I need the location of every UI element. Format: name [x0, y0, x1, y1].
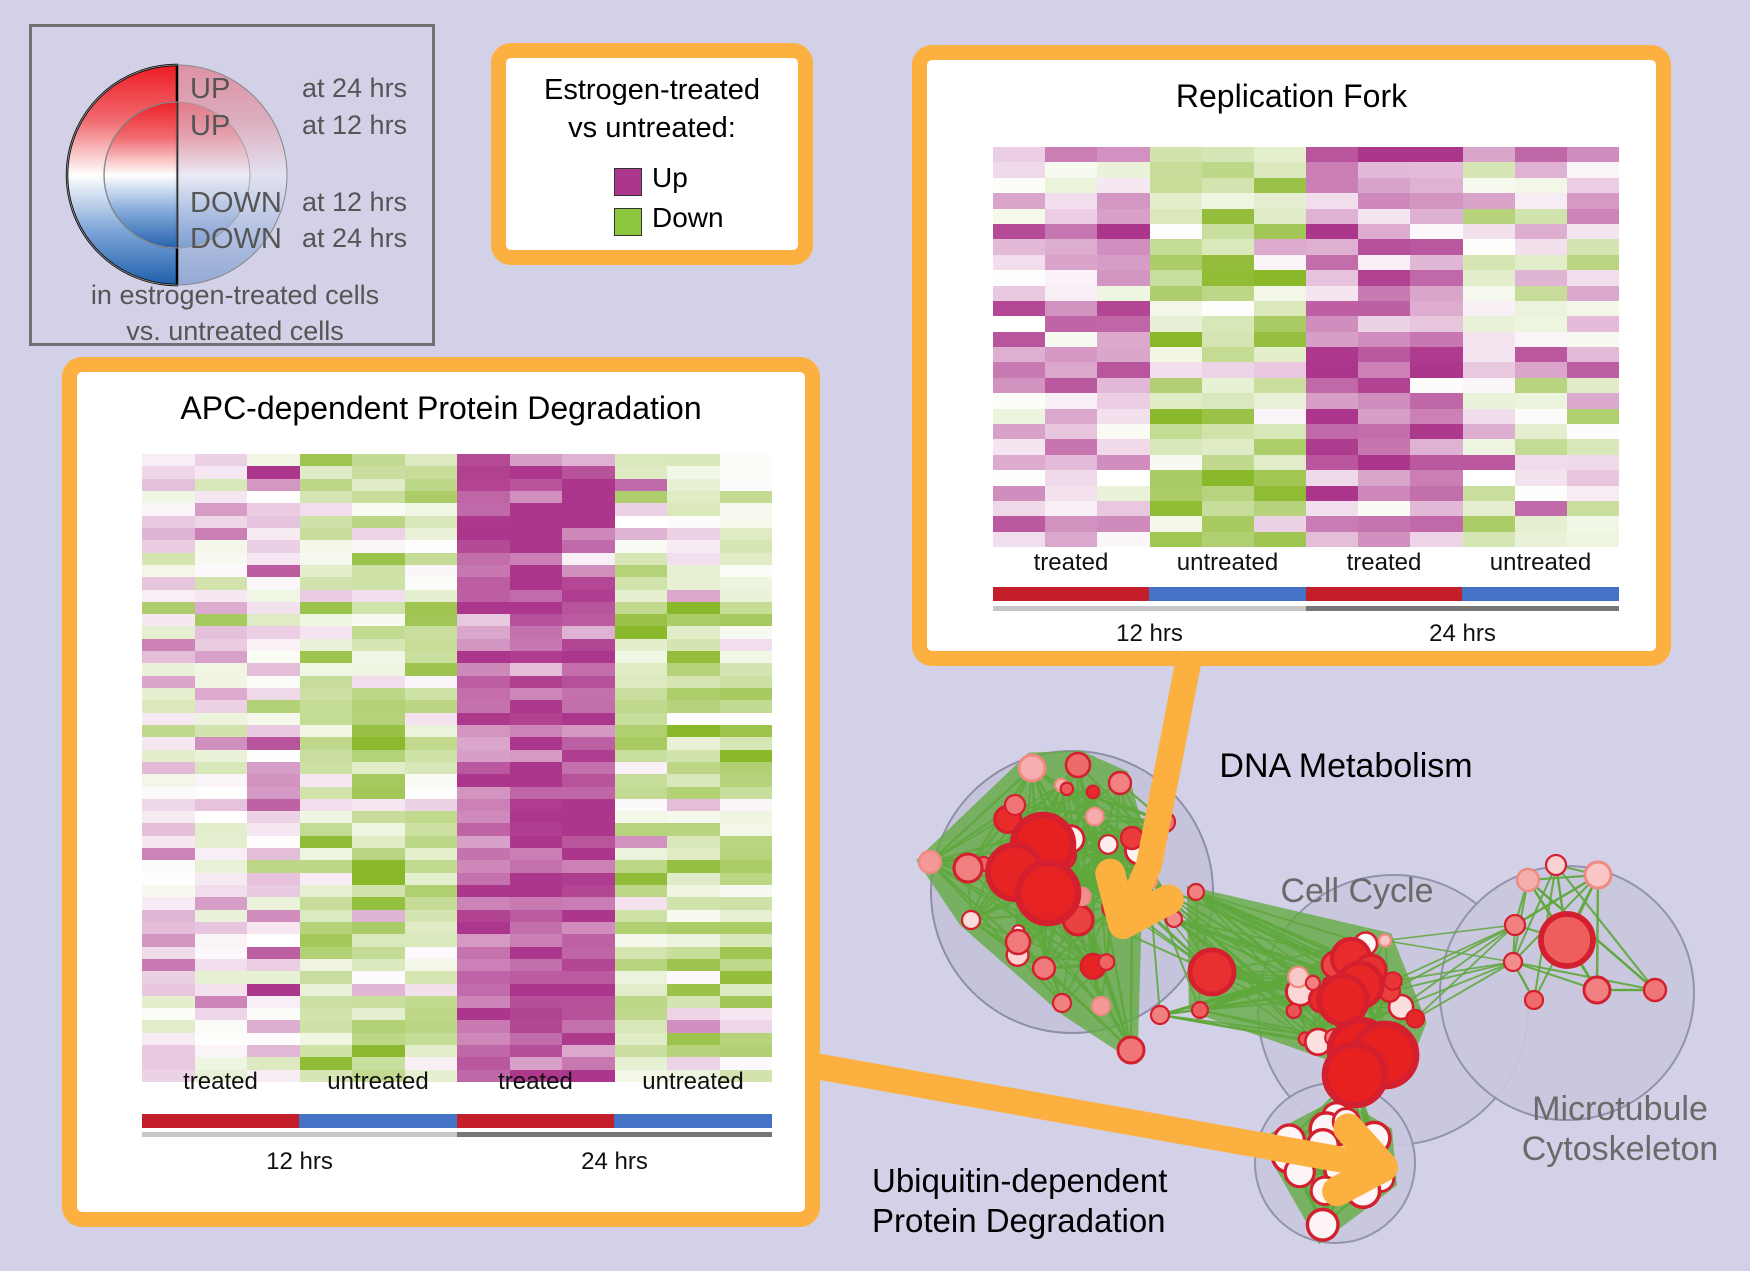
svg-text:Microtubule: Microtubule	[1532, 1090, 1708, 1128]
svg-text:DNA Metabolism: DNA Metabolism	[1219, 747, 1472, 785]
svg-text:Ubiquitin-dependent: Ubiquitin-dependent	[872, 1162, 1167, 1199]
svg-text:Protein Degradation: Protein Degradation	[872, 1202, 1166, 1239]
svg-text:Cell Cycle: Cell Cycle	[1280, 872, 1433, 910]
svg-text:Cytoskeleton: Cytoskeleton	[1522, 1130, 1719, 1168]
